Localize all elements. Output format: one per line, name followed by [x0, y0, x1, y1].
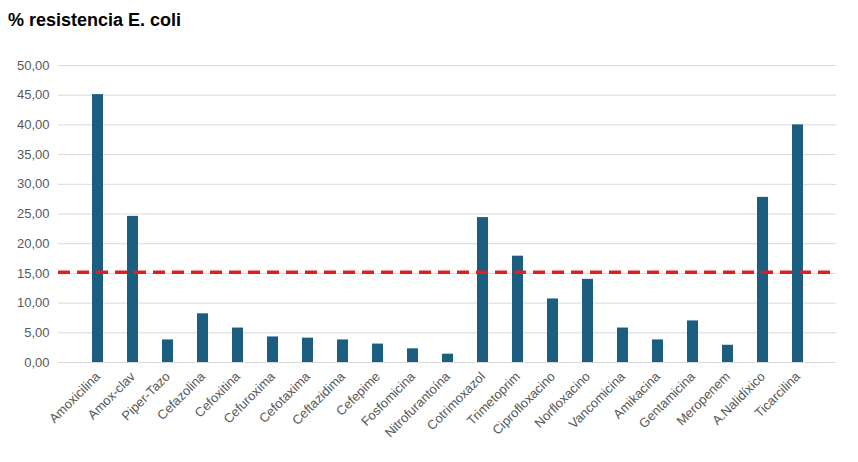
- svg-text:15,00: 15,00: [17, 266, 50, 281]
- svg-text:Piper-Tazo: Piper-Tazo: [118, 368, 174, 424]
- svg-text:30,00: 30,00: [17, 176, 50, 191]
- svg-text:Cefazolina: Cefazolina: [154, 368, 209, 423]
- svg-text:Cefepime: Cefepime: [333, 368, 384, 419]
- svg-text:Nitrofurantoína: Nitrofurantoína: [381, 368, 454, 441]
- svg-text:Fosfomicina: Fosfomicina: [357, 368, 419, 429]
- svg-text:Cefuroxima: Cefuroxima: [220, 368, 279, 427]
- svg-text:Vancomicina: Vancomicina: [566, 368, 629, 431]
- svg-text:Gentamicina: Gentamicina: [635, 368, 699, 431]
- svg-text:Amoxicilina: Amoxicilina: [46, 368, 104, 426]
- svg-text:A.Nalidíxico: A.Nalidíxico: [709, 369, 768, 428]
- svg-text:Ciprofloxacino: Ciprofloxacino: [489, 368, 559, 438]
- svg-text:0,00: 0,00: [24, 355, 49, 370]
- svg-text:Cefoxitina: Cefoxitina: [191, 368, 244, 421]
- svg-text:Meropenem: Meropenem: [673, 368, 734, 429]
- svg-text:Ceftazidima: Ceftazidima: [289, 368, 349, 428]
- svg-text:Cotrimoxazol: Cotrimoxazol: [423, 368, 489, 433]
- svg-text:Ticarcilina: Ticarcilina: [751, 368, 803, 420]
- svg-text:5,00: 5,00: [24, 325, 49, 340]
- svg-text:40,00: 40,00: [17, 117, 50, 132]
- svg-text:25,00: 25,00: [17, 206, 50, 221]
- svg-text:10,00: 10,00: [17, 295, 50, 310]
- svg-text:35,00: 35,00: [17, 147, 50, 162]
- svg-text:Cefotaxima: Cefotaxima: [256, 368, 314, 426]
- svg-text:Trimetoprim: Trimetoprim: [463, 368, 524, 429]
- svg-text:45,00: 45,00: [17, 87, 50, 102]
- svg-text:Amikacina: Amikacina: [610, 368, 664, 422]
- svg-text:50,00: 50,00: [17, 58, 50, 73]
- svg-text:Amox-clav: Amox-clav: [84, 368, 139, 423]
- svg-text:Norfloxacino: Norfloxacino: [531, 368, 594, 431]
- svg-text:20,00: 20,00: [17, 236, 50, 251]
- html-text:% resistencia E. coli: % resistencia E. coli: [8, 10, 182, 30]
